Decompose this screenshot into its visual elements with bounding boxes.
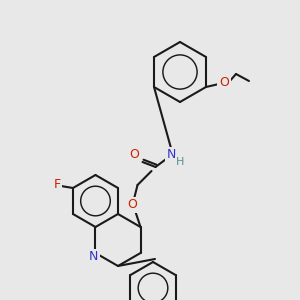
Text: O: O bbox=[128, 199, 137, 212]
Text: H: H bbox=[176, 157, 185, 167]
Text: O: O bbox=[219, 76, 229, 88]
Text: O: O bbox=[130, 148, 140, 161]
Text: N: N bbox=[89, 250, 98, 263]
Text: F: F bbox=[53, 178, 61, 190]
Text: N: N bbox=[167, 148, 176, 161]
